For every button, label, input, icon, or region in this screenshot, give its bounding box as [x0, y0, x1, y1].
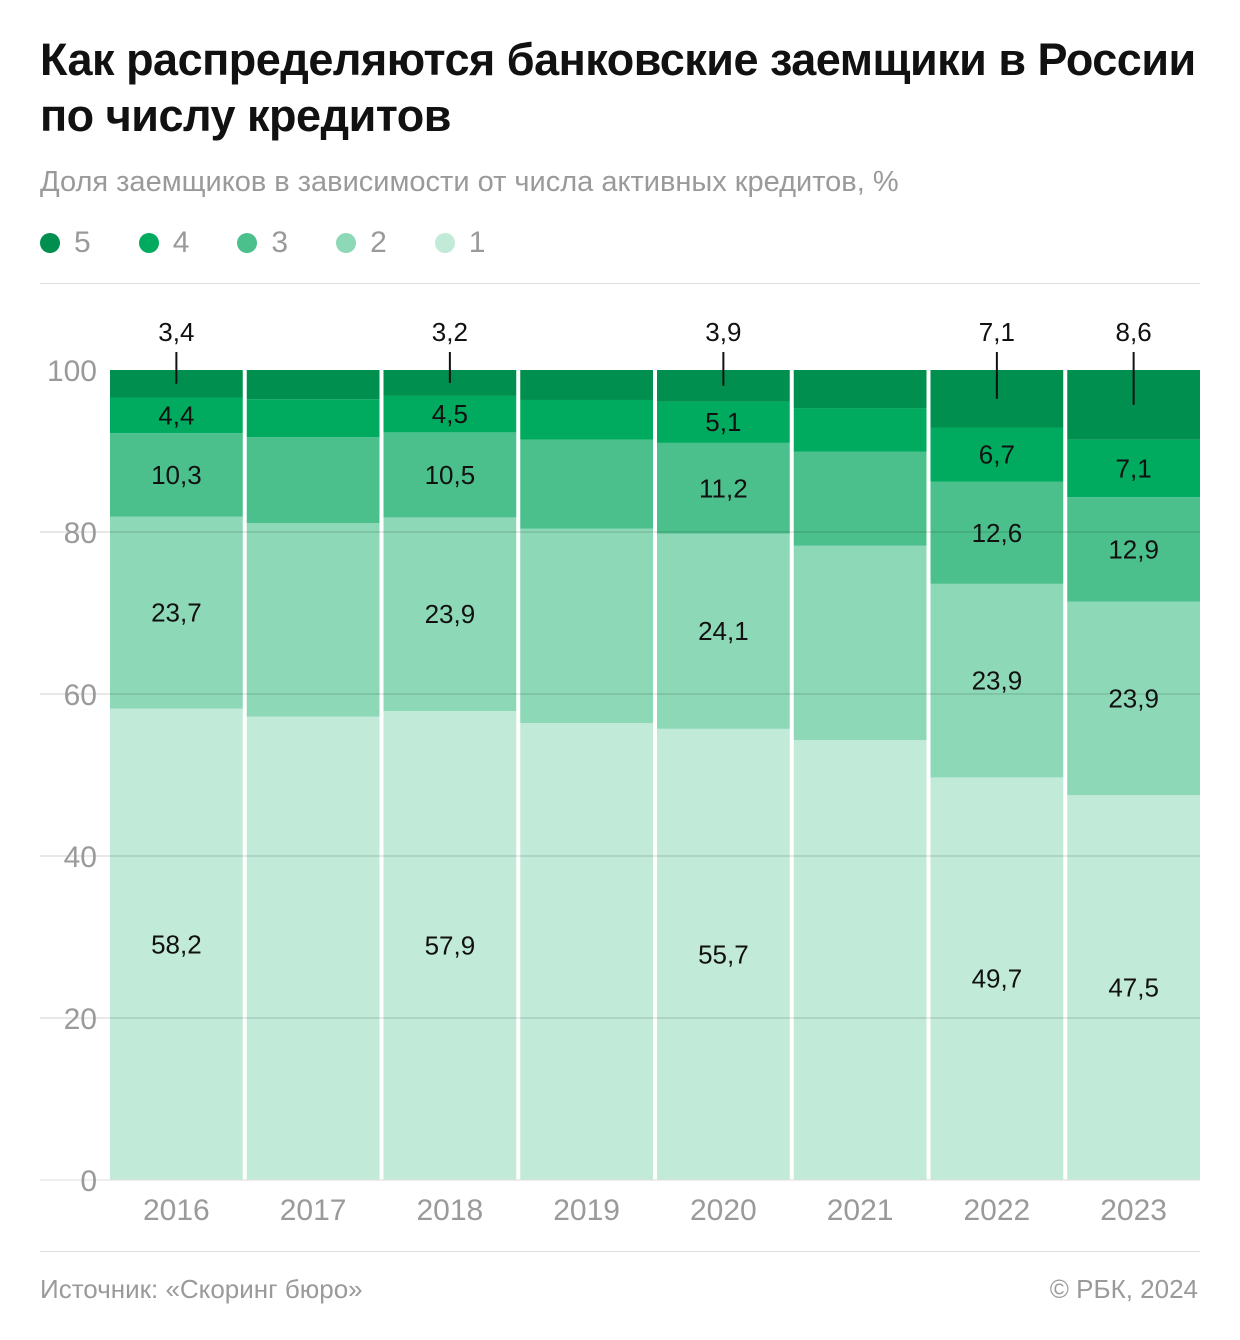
legend-swatch [336, 233, 357, 253]
data-label: 11,2 [699, 473, 748, 503]
bar-segment-2016-1 [110, 708, 243, 1180]
legend-swatch [40, 233, 60, 253]
x-tick-label: 2022 [964, 1194, 1031, 1227]
data-label: 49,7 [972, 964, 1023, 994]
data-label: 5,1 [705, 407, 741, 437]
bar-segment-2018-1 [383, 711, 517, 1180]
data-label: 7,1 [1116, 453, 1152, 483]
legend-swatch [434, 233, 455, 253]
data-label: 3,2 [432, 317, 468, 347]
data-label: 47,5 [1108, 973, 1159, 1003]
bar-segment-2021-3 [793, 451, 927, 546]
data-label: 4,5 [432, 399, 468, 429]
legend-item-3: 3 [237, 226, 288, 260]
bar-segment-2023-3 [1067, 497, 1200, 602]
x-tick-label: 2019 [553, 1194, 620, 1227]
x-tick-label: 2018 [417, 1194, 484, 1227]
bar-segment-2019-2 [520, 528, 653, 724]
bar-segment-2017-5 [246, 370, 380, 400]
bar-segment-2016-3 [110, 433, 243, 517]
data-label: 3,9 [705, 317, 741, 347]
x-tick-label: 2021 [827, 1194, 894, 1227]
bar-segment-2020-2 [657, 533, 790, 729]
y-tick-label: 80 [64, 517, 97, 550]
bottom-divider [40, 1251, 1200, 1252]
bar-segment-2022-2 [930, 583, 1064, 778]
x-tick-label: 2016 [143, 1194, 210, 1227]
bar-segment-2017-1 [246, 716, 380, 1180]
bar-segment-2019-1 [520, 723, 653, 1180]
bar-segment-2021-1 [793, 740, 927, 1180]
legend-item-4: 4 [138, 226, 190, 260]
data-label: 23,7 [151, 598, 202, 628]
bar-segment-2018-2 [383, 517, 517, 712]
data-label: 3,4 [158, 317, 194, 347]
data-label: 7,1 [979, 317, 1015, 347]
bar-segment-2016-4 [110, 397, 243, 434]
data-label: 10,3 [151, 460, 202, 490]
y-tick-label: 20 [64, 1003, 97, 1036]
bar-segment-2017-3 [246, 437, 380, 524]
data-label: 4,4 [158, 400, 194, 430]
x-tick-label: 2023 [1100, 1194, 1167, 1227]
bar-segment-2022-1 [930, 777, 1064, 1180]
data-label: 6,7 [979, 440, 1015, 470]
source-note: Источник: «Скоринг бюро» [40, 1274, 363, 1304]
bar-segment-2017-2 [246, 523, 380, 717]
legend-label: 2 [370, 226, 387, 259]
bar-segment-2023-1 [1067, 795, 1200, 1180]
legend: 5 4 3 2 1 [40, 226, 533, 260]
x-tick-label: 2020 [690, 1194, 757, 1227]
bar-segment-2019-5 [520, 370, 653, 400]
legend-label: 3 [271, 226, 289, 259]
bar-segment-2020-4 [657, 401, 790, 443]
y-tick-label: 100 [47, 355, 97, 388]
bar-segment-2022-4 [930, 427, 1064, 482]
bar-segment-2021-5 [793, 370, 927, 409]
bar-segment-2021-2 [793, 545, 927, 741]
legend-label: 4 [172, 226, 190, 259]
legend-swatch [237, 233, 258, 253]
legend-item-1: 1 [434, 226, 486, 260]
y-tick-label: 40 [64, 841, 97, 874]
data-label: 23,9 [425, 599, 476, 629]
y-tick-label: 60 [64, 679, 97, 712]
data-label: 12,9 [1108, 534, 1159, 564]
data-label: 10,5 [425, 460, 476, 490]
bar-segment-2020-3 [657, 442, 790, 534]
bar-segment-2023-2 [1067, 601, 1200, 796]
bar-segment-2016-2 [110, 516, 243, 709]
legend-item-5: 5 [40, 226, 91, 260]
chart-title: Как распределяются банковские заемщики в… [40, 34, 1196, 141]
bar-segment-2023-4 [1067, 439, 1200, 498]
bar-segment-2022-3 [930, 481, 1064, 584]
y-tick-label: 0 [80, 1165, 97, 1198]
legend-label: 5 [74, 226, 91, 259]
legend-item-2: 2 [336, 226, 387, 260]
bar-segment-2020-1 [657, 728, 790, 1180]
data-label: 24,1 [698, 616, 749, 646]
bar-segment-2019-3 [520, 439, 653, 529]
bar-segment-2019-4 [520, 399, 653, 440]
legend-swatch [138, 233, 159, 253]
credit: © РБК, 2024 [1049, 1274, 1198, 1304]
data-label: 55,7 [698, 939, 749, 969]
data-label: 12,6 [972, 518, 1023, 548]
chart-subtitle: Доля заемщиков в зависимости от числа ак… [40, 166, 899, 198]
data-label: 58,2 [151, 929, 202, 959]
data-label: 23,9 [1108, 683, 1159, 713]
data-label: 57,9 [425, 931, 476, 961]
bar-segment-2018-4 [383, 395, 517, 433]
x-tick-label: 2017 [280, 1194, 347, 1227]
bar-segment-2021-4 [793, 408, 927, 452]
bar-segment-2018-3 [383, 432, 517, 518]
top-divider [40, 283, 1200, 284]
data-label: 8,6 [1116, 317, 1152, 347]
bar-segment-2017-4 [246, 399, 380, 438]
data-label: 23,9 [972, 666, 1023, 696]
legend-label: 1 [468, 226, 486, 259]
